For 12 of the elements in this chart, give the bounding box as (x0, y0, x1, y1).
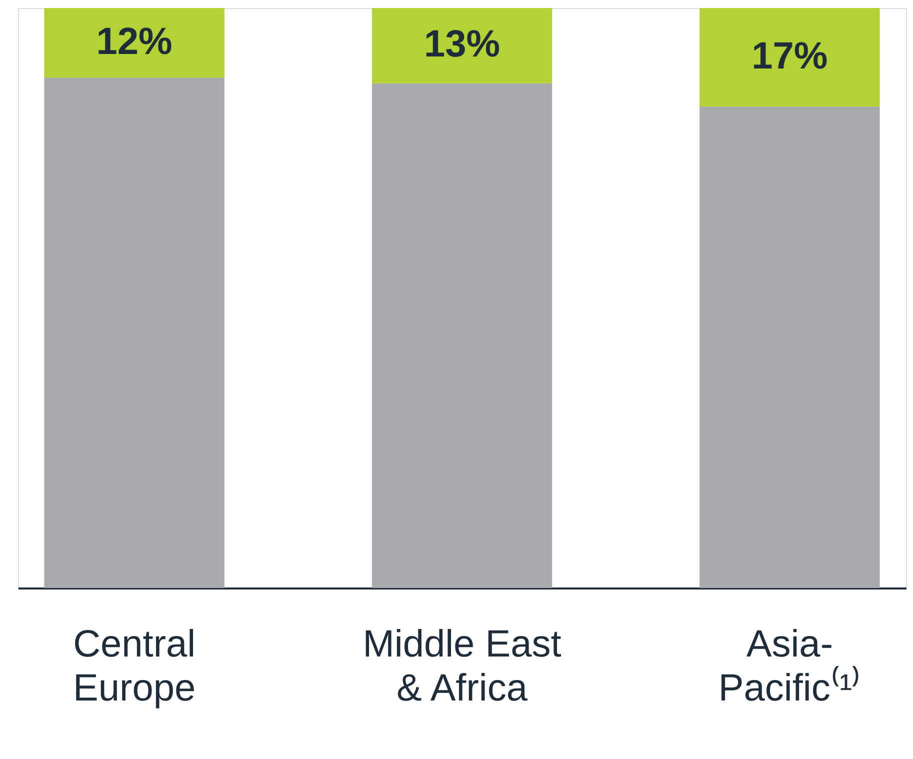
x-tick-label: Middle East & Africa (362, 624, 562, 710)
bar (44, 8, 224, 78)
data-label: 13% (424, 24, 500, 66)
bar (700, 8, 880, 107)
x-tick-label: Central Europe (73, 624, 196, 710)
data-label: 17% (752, 35, 828, 78)
bar (372, 83, 552, 588)
data-label: 12% (96, 20, 172, 63)
bar (372, 8, 552, 84)
bar (44, 78, 224, 588)
bar (700, 106, 880, 588)
x-tick-label: Asia- Pacific⁽¹⁾ (718, 624, 861, 710)
